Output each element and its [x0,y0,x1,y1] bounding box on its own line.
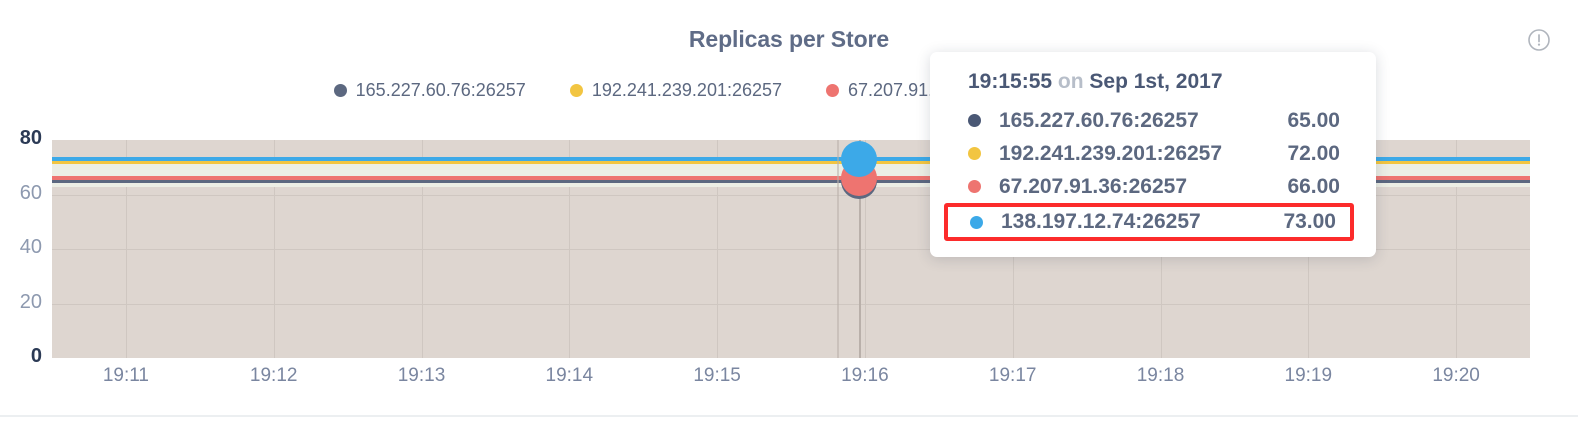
x-axis-tick: 19:14 [545,365,594,386]
legend-swatch-icon [569,84,583,97]
tooltip-series-dot-icon [970,215,983,229]
y-axis-tick: 80 [19,127,42,149]
chart-card: Replicas per Store 165.227.60.76:26257 19… [0,26,1578,417]
hover-marker [840,141,877,178]
crosshair-line [836,140,839,358]
x-axis-tick: 19:12 [249,365,298,386]
gridline-vertical [1456,140,1458,358]
tooltip-series-value: 73.00 [1283,210,1336,233]
tooltip-series-dot-icon [968,180,981,193]
tooltip-series-value: 65.00 [1287,108,1340,132]
gridline-vertical [864,140,866,358]
chart-tooltip: 19:15:55 on Sep 1st, 2017 165.227.60.76:… [930,52,1376,257]
gridline-vertical [717,140,719,358]
gridline-horizontal [52,303,1530,305]
y-axis-tick: 20 [19,290,42,313]
tooltip-header: 19:15:55 on Sep 1st, 2017 [930,70,1376,104]
tooltip-series-value: 72.00 [1287,141,1340,165]
gridline-horizontal [52,249,1530,250]
gridline-vertical [421,140,423,358]
x-axis-tick: 19:16 [841,365,889,386]
page-title: Replicas per Store [688,26,890,52]
tooltip-series-value: 66.00 [1287,174,1340,198]
tooltip-series-label: 165.227.60.76:26257 [999,108,1199,132]
x-axis-tick: 19:17 [988,365,1037,386]
x-axis-tick: 19:20 [1432,365,1480,386]
tooltip-series-label: 138.197.12.74:26257 [1001,210,1201,233]
tooltip-on-word: on [1057,70,1084,93]
y-axis-tick: 60 [19,181,42,204]
crosshair-group [52,140,1530,358]
gridline-vertical [569,140,571,358]
gridline-vertical [273,140,275,358]
tooltip-row-highlighted: 138.197.12.74:26257 73.00 [944,203,1354,241]
x-axis-tick: 19:11 [102,365,149,386]
gridline-horizontal [52,194,1530,196]
series-line [52,178,1530,183]
tooltip-date: Sep 1st, 2017 [1089,70,1223,93]
tooltip-rows: 165.227.60.76:26257 65.00 192.241.239.201:… [930,104,1376,241]
tooltip-series-dot-icon [968,147,981,160]
exclamation-circle-icon[interactable] [1526,27,1552,53]
legend-item[interactable]: 192.241.239.201:26257 [569,80,783,101]
x-axis-tick: 19:13 [397,365,446,386]
tooltip-series-label: 192.241.239.201:26257 [999,141,1223,165]
tooltip-time: 19:15:55 [968,70,1053,93]
x-axis-tick: 19:18 [1136,365,1185,386]
x-axis-tick: 19:15 [693,365,741,386]
tooltip-row: 192.241.239.201:26257 72.00 [930,137,1376,170]
series-line [52,176,1530,181]
gridline-vertical [125,140,127,358]
series-line [52,159,1530,164]
tooltip-row: 67.207.91.36:26257 66.00 [930,170,1376,203]
x-axis-tick: 19:19 [1284,365,1333,386]
crosshair-line [858,140,861,358]
legend-item-label: 165.227.60.76:26257 [355,80,526,100]
tooltip-series-label: 67.207.91.36:26257 [999,174,1188,198]
y-axis-tick: 0 [30,345,42,367]
tooltip-series-dot-icon [968,114,981,127]
series-line [52,157,1530,162]
legend-swatch-icon [333,84,347,97]
legend-swatch-icon [826,84,840,97]
tooltip-row: 165.227.60.76:26257 65.00 [930,104,1376,137]
y-axis-tick: 40 [19,236,42,258]
legend-item[interactable]: 165.227.60.76:26257 [333,80,526,101]
legend-item-label: 192.241.239.201:26257 [591,80,783,100]
